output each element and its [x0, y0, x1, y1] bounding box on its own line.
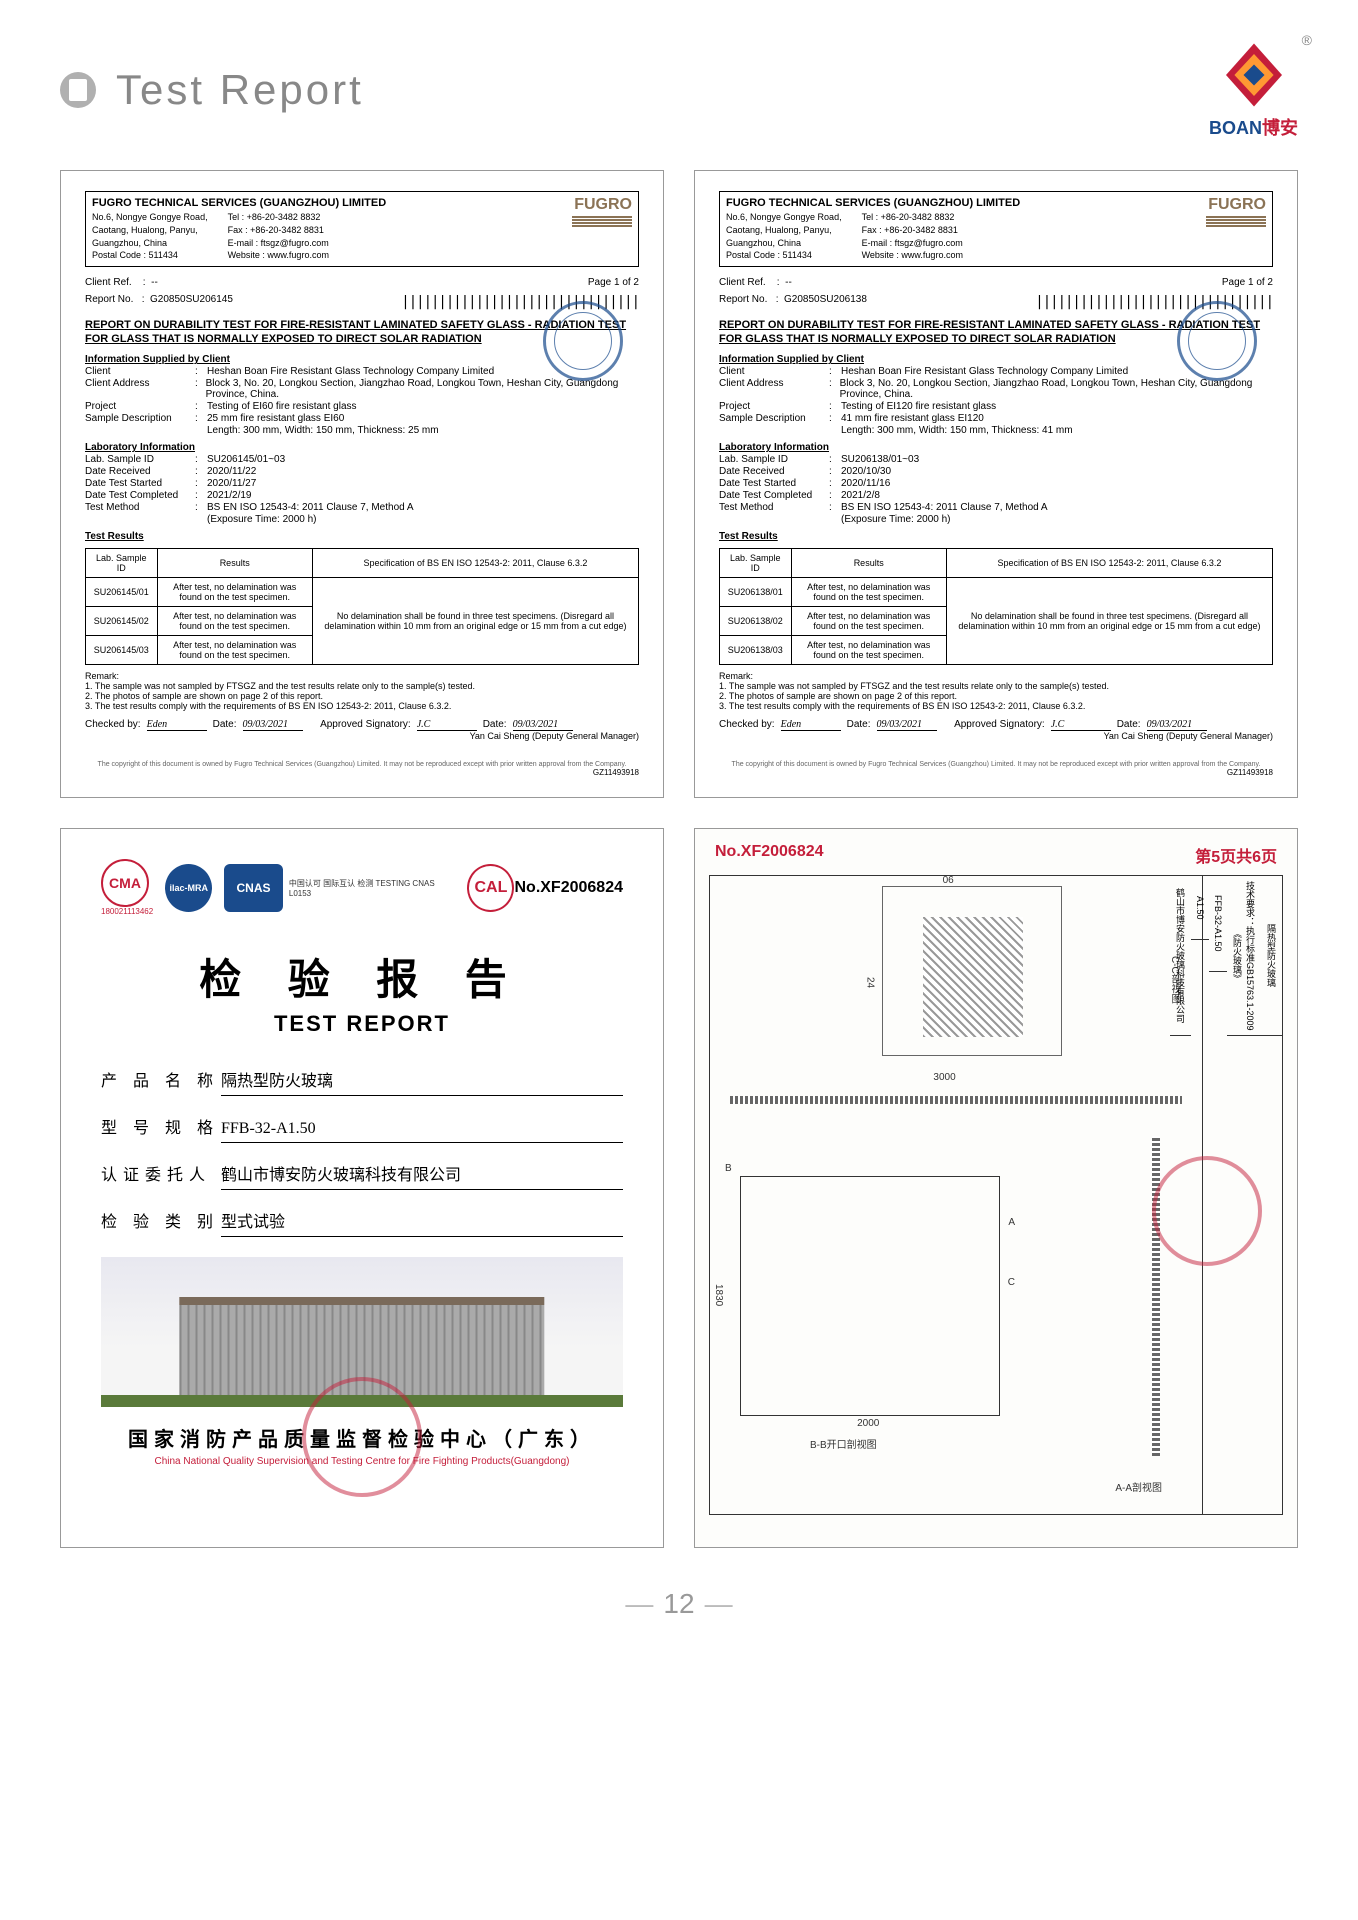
- drawing-number: No.XF2006824: [715, 843, 824, 867]
- page-header: Test Report ® BOAN博安: [60, 40, 1298, 140]
- page-number: 12: [60, 1588, 1298, 1620]
- remarks: Remark: 1. The sample was not sampled by…: [85, 671, 639, 711]
- report-no: Report No. : G20850SU206145: [85, 294, 233, 310]
- report-header: FUGRO TECHNICAL SERVICES (GUANGZHOU) LIM…: [85, 191, 639, 267]
- company-info: FUGRO TECHNICAL SERVICES (GUANGZHOU) LIM…: [92, 196, 386, 262]
- results-table: Lab. Sample IDResultsSpecification of BS…: [85, 548, 639, 665]
- page-indicator: Page 1 of 2: [588, 277, 639, 288]
- report-grid: FUGRO TECHNICAL SERVICES (GUANGZHOU) LIM…: [60, 170, 1298, 1548]
- certificate-card: CMA180021113462 ilac-MRA CNAS中国认可 国际互认 检…: [60, 828, 664, 1548]
- drawing-page: 第5页共6页: [1195, 843, 1277, 867]
- cnas-icon: CNAS: [224, 864, 283, 912]
- section-lab: Laboratory Information: [85, 442, 639, 453]
- title-group: Test Report: [60, 66, 364, 114]
- brand-text: BOAN博安: [1209, 114, 1298, 140]
- seal-stamp-icon: [543, 301, 623, 381]
- drawing-body: 06 24 C-C剖视图 3000 B 2000 1830 A C B-B开口剖…: [709, 875, 1283, 1515]
- fugro-logo: FUGRO: [572, 196, 632, 227]
- section-results: Test Results: [85, 531, 639, 542]
- brand-logo: ® BOAN博安: [1209, 40, 1298, 140]
- document-icon: [60, 72, 96, 108]
- registered-icon: ®: [1302, 32, 1312, 48]
- red-seal-icon: [302, 1377, 422, 1497]
- red-seal-icon: [1152, 1156, 1262, 1266]
- page-title: Test Report: [116, 66, 364, 114]
- report-card-2: FUGRO TECHNICAL SERVICES (GUANGZHOU) LIM…: [694, 170, 1298, 798]
- seal-stamp-icon: [1177, 301, 1257, 381]
- signature-row: Checked by:Eden Date:09/03/2021 Approved…: [85, 719, 639, 731]
- drawing-card: No.XF2006824 第5页共6页 06 24 C-C剖视图 3000 B …: [694, 828, 1298, 1548]
- cert-title: 检 验 报 告 TEST REPORT: [101, 946, 623, 1037]
- cal-icon: CAL: [467, 864, 514, 912]
- cert-logos: CMA180021113462 ilac-MRA CNAS中国认可 国际互认 检…: [101, 859, 514, 916]
- cert-number: No.XF2006824: [514, 879, 623, 897]
- ilac-icon: ilac-MRA: [165, 864, 212, 912]
- report-card-1: FUGRO TECHNICAL SERVICES (GUANGZHOU) LIM…: [60, 170, 664, 798]
- brand-diamond-icon: [1219, 40, 1289, 110]
- cma-icon: CMA: [101, 859, 149, 907]
- client-ref: Client Ref. : --: [85, 277, 158, 288]
